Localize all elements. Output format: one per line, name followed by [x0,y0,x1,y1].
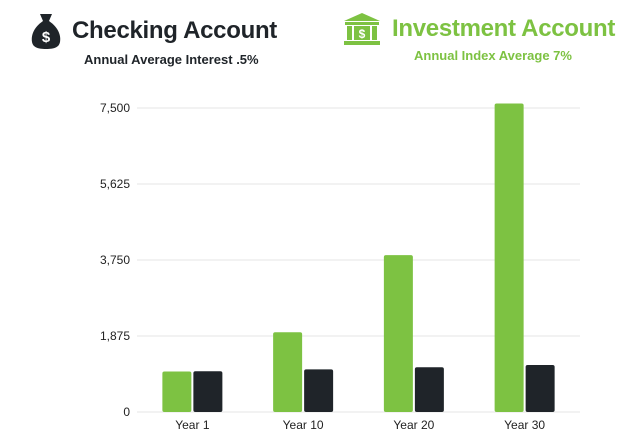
svg-text:$: $ [359,27,366,41]
bar [414,367,444,412]
y-tick-label: 5,625 [100,177,130,191]
legend-investment: $ Investment Account Annual Index Averag… [342,12,615,63]
svg-text:$: $ [42,29,51,46]
investment-account-title: Investment Account [392,15,616,42]
bar [383,255,413,412]
bank-icon: $ [344,13,380,45]
bar [525,364,555,412]
bar [193,371,223,412]
x-tick-label: Year 30 [504,418,545,432]
x-axis-ticks: Year 1 Year 10 Year 20 Year 30 [175,418,545,432]
y-tick-label: 1,875 [100,329,130,343]
money-bag-icon: $ [31,14,61,49]
y-axis-ticks: 0 1,875 3,750 5,625 7,500 [100,101,130,419]
bar [162,371,192,412]
bar-layer [162,103,555,412]
bar [273,332,303,412]
checking-account-subtitle: Annual Average Interest .5% [84,52,259,67]
x-tick-label: Year 20 [393,418,434,432]
y-tick-label: 3,750 [100,253,130,267]
y-tick-label: 0 [123,405,130,419]
x-tick-label: Year 1 [175,418,210,432]
y-tick-label: 7,500 [100,101,130,115]
x-tick-label: Year 10 [283,418,324,432]
legend-checking: $ Checking Account Annual Average Intere… [30,12,277,67]
checking-account-title: Checking Account [72,17,278,44]
investment-account-subtitle: Annual Index Average 7% [414,48,572,63]
bar [494,103,524,412]
bar [304,369,334,412]
